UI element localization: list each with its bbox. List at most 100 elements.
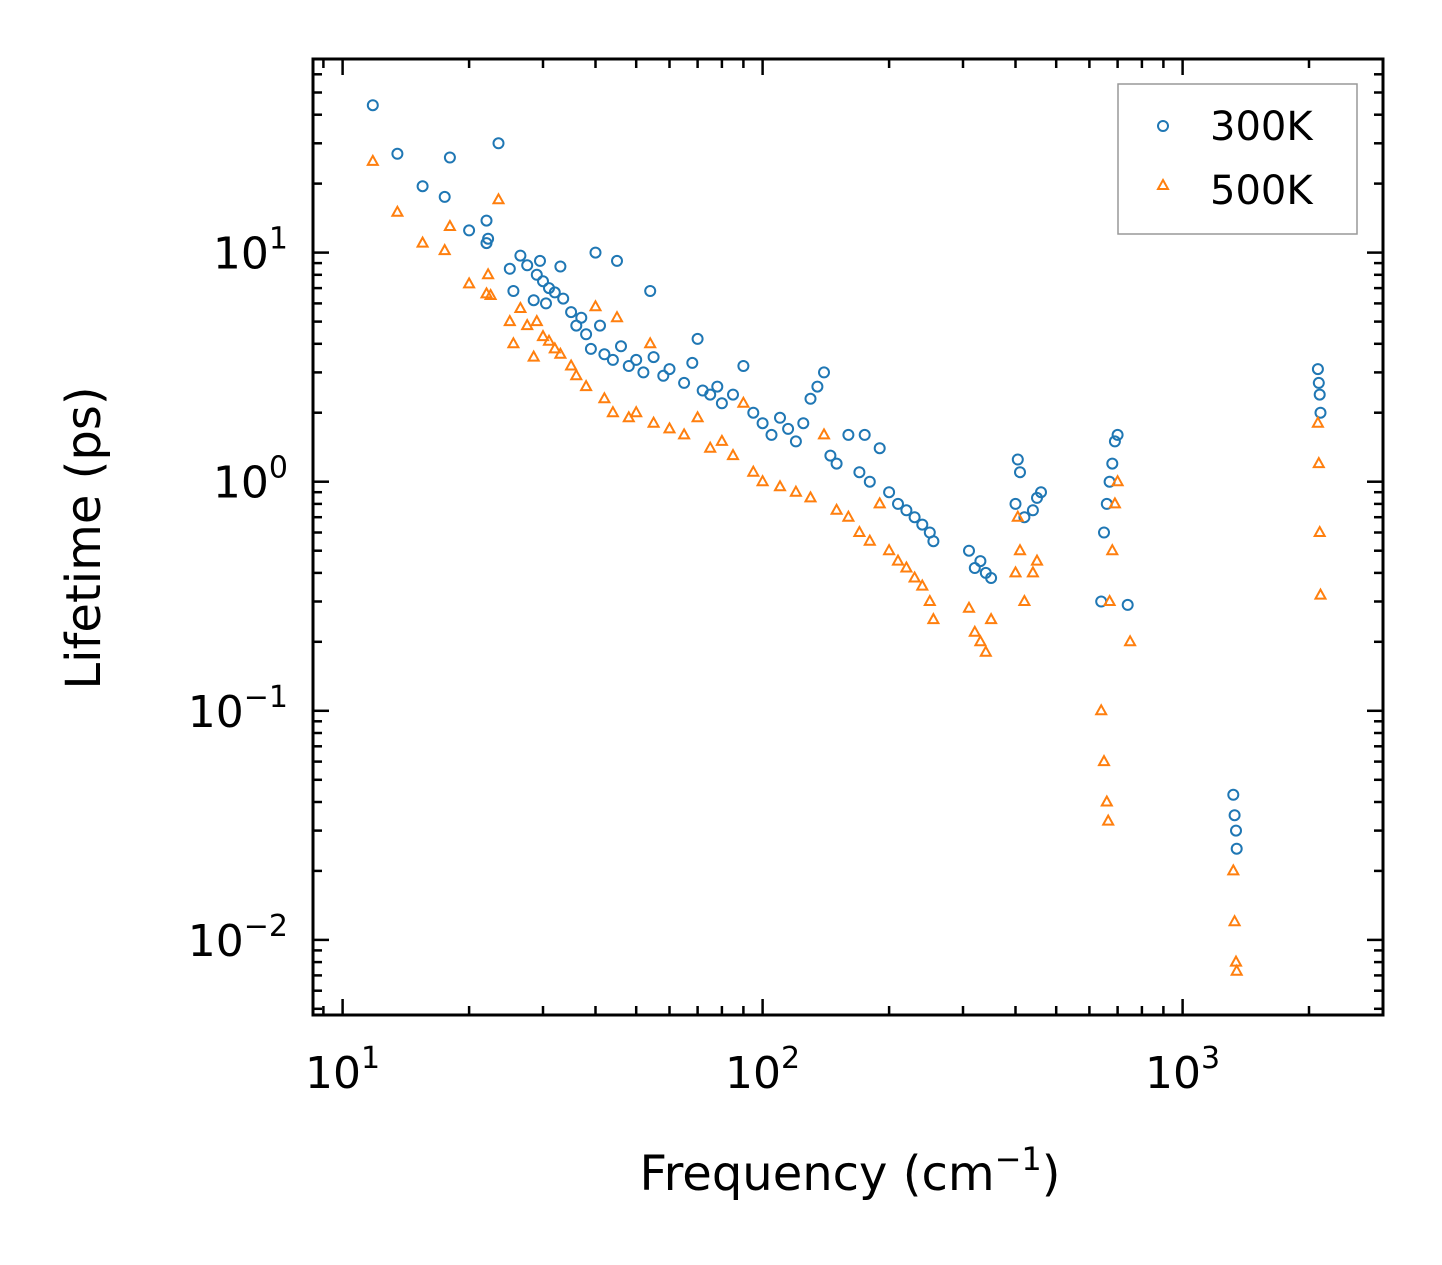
point-500k <box>366 153 380 166</box>
point-300k <box>463 224 476 237</box>
point-300k <box>637 366 650 379</box>
point-300k <box>663 363 676 376</box>
point-300k <box>968 562 981 574</box>
point-300k <box>594 319 606 332</box>
point-500k <box>1313 587 1328 600</box>
point-500k <box>899 560 914 573</box>
point-300k <box>507 285 520 297</box>
point-500k <box>1017 593 1032 606</box>
y-tick-label: 10−1 <box>188 680 288 738</box>
point-500k <box>690 410 705 423</box>
point-300k <box>927 535 940 548</box>
plot-frame <box>311 57 1385 1017</box>
point-300k <box>686 356 699 369</box>
point-500k <box>503 314 517 327</box>
point-300k <box>842 428 855 441</box>
point-500k <box>443 218 457 231</box>
point-500k <box>968 624 982 637</box>
point-300k <box>678 376 691 389</box>
point-300k <box>727 388 739 401</box>
point-300k <box>1228 809 1241 822</box>
point-500k <box>491 192 506 205</box>
point-300k <box>527 294 540 307</box>
point-500k <box>1230 963 1244 976</box>
legend-label-500k: 500K <box>1210 168 1314 214</box>
point-300k <box>1018 511 1031 524</box>
point-300k <box>1098 526 1110 539</box>
point-500k <box>1097 754 1111 767</box>
point-300k <box>824 449 837 462</box>
y-axis-label: Lifetime (ps) <box>56 386 112 689</box>
point-500k <box>1108 496 1122 509</box>
point-500k <box>415 235 430 248</box>
point-500k <box>736 395 751 408</box>
point-500k <box>984 612 998 625</box>
point-500k <box>542 333 556 346</box>
point-500k <box>506 336 521 349</box>
point-300k <box>873 442 886 455</box>
point-300k <box>691 332 704 345</box>
point-300k <box>711 380 724 393</box>
point-500k <box>483 287 498 300</box>
point-300k <box>985 572 998 584</box>
point-300k <box>774 411 786 424</box>
point-300k <box>1314 406 1327 419</box>
point-500k <box>803 490 818 503</box>
point-500k <box>1226 863 1240 876</box>
point-500k <box>703 440 717 453</box>
point-300k <box>863 475 876 488</box>
point-300k <box>615 340 627 353</box>
point-300k <box>908 511 921 524</box>
x-tick-label: 102 <box>725 1041 800 1099</box>
point-500k <box>569 368 583 381</box>
point-300k <box>598 348 611 361</box>
point-500k <box>1102 593 1117 606</box>
point-500k <box>923 593 937 606</box>
point-300k <box>1111 428 1124 441</box>
point-300k <box>366 99 379 112</box>
point-300k <box>416 180 429 193</box>
point-500k <box>520 318 534 331</box>
point-500k <box>755 474 770 487</box>
point-500k <box>891 553 905 566</box>
point-300k <box>715 397 728 410</box>
point-500k <box>962 600 976 613</box>
point-500k <box>1105 543 1119 556</box>
point-500k <box>915 578 929 591</box>
point-500k <box>564 358 578 371</box>
x-axis-label: Frequency (cm−1) <box>639 1140 1060 1202</box>
point-500k <box>527 349 541 362</box>
point-500k <box>926 612 941 625</box>
point-300k <box>1230 824 1242 837</box>
point-300k <box>818 366 830 379</box>
point-300k <box>1227 788 1240 801</box>
y-tick-label: 100 <box>213 451 288 509</box>
point-500k <box>1094 703 1108 716</box>
point-300k <box>782 422 795 435</box>
point-300k <box>606 353 619 366</box>
point-300k <box>830 457 843 470</box>
point-300k <box>657 369 670 382</box>
point-300k <box>584 342 597 355</box>
point-500k <box>662 421 677 434</box>
point-300k <box>548 286 561 299</box>
point-300k <box>1026 504 1039 517</box>
legend-box <box>1117 83 1358 235</box>
y-tick-label: 101 <box>213 222 288 280</box>
point-500k <box>873 496 887 509</box>
point-500k <box>852 524 867 537</box>
point-500k <box>677 427 691 440</box>
point-300k <box>647 351 660 364</box>
point-300k <box>391 147 404 160</box>
point-500k <box>1227 914 1242 927</box>
point-300k <box>554 260 567 273</box>
point-500k <box>513 300 528 313</box>
point-300k <box>1230 842 1243 855</box>
point-300k <box>514 249 527 262</box>
point-300k <box>1106 457 1119 470</box>
point-300k <box>611 254 623 267</box>
point-500k <box>629 405 643 418</box>
point-500k <box>907 570 922 583</box>
point-500k <box>726 448 740 461</box>
